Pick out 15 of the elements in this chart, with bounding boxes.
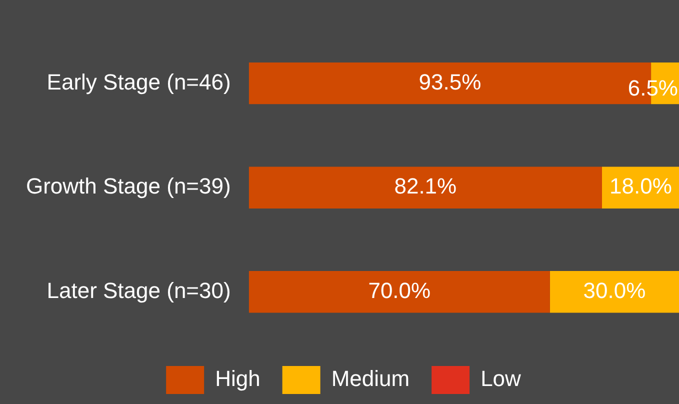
data-label: 93.5% [418, 69, 482, 94]
y-tick-label: Early Stage (n=46) [46, 69, 231, 94]
data-label: 82.1% [394, 174, 457, 199]
legend-label: High [215, 366, 260, 392]
bar [550, 271, 679, 313]
legend-label: Low [480, 366, 522, 392]
data-label: 30.0% [583, 278, 646, 303]
y-tick-label: Growth Stage (n=39) [26, 174, 231, 199]
legend-label: Medium [331, 366, 410, 392]
data-label: 70.0% [368, 278, 431, 303]
data-label: 18.0% [610, 174, 672, 199]
bar [248, 271, 550, 313]
y-tick-label: Later Stage (n=30) [46, 278, 231, 303]
bar [248, 166, 602, 208]
data-label: 6.5% [628, 75, 678, 100]
